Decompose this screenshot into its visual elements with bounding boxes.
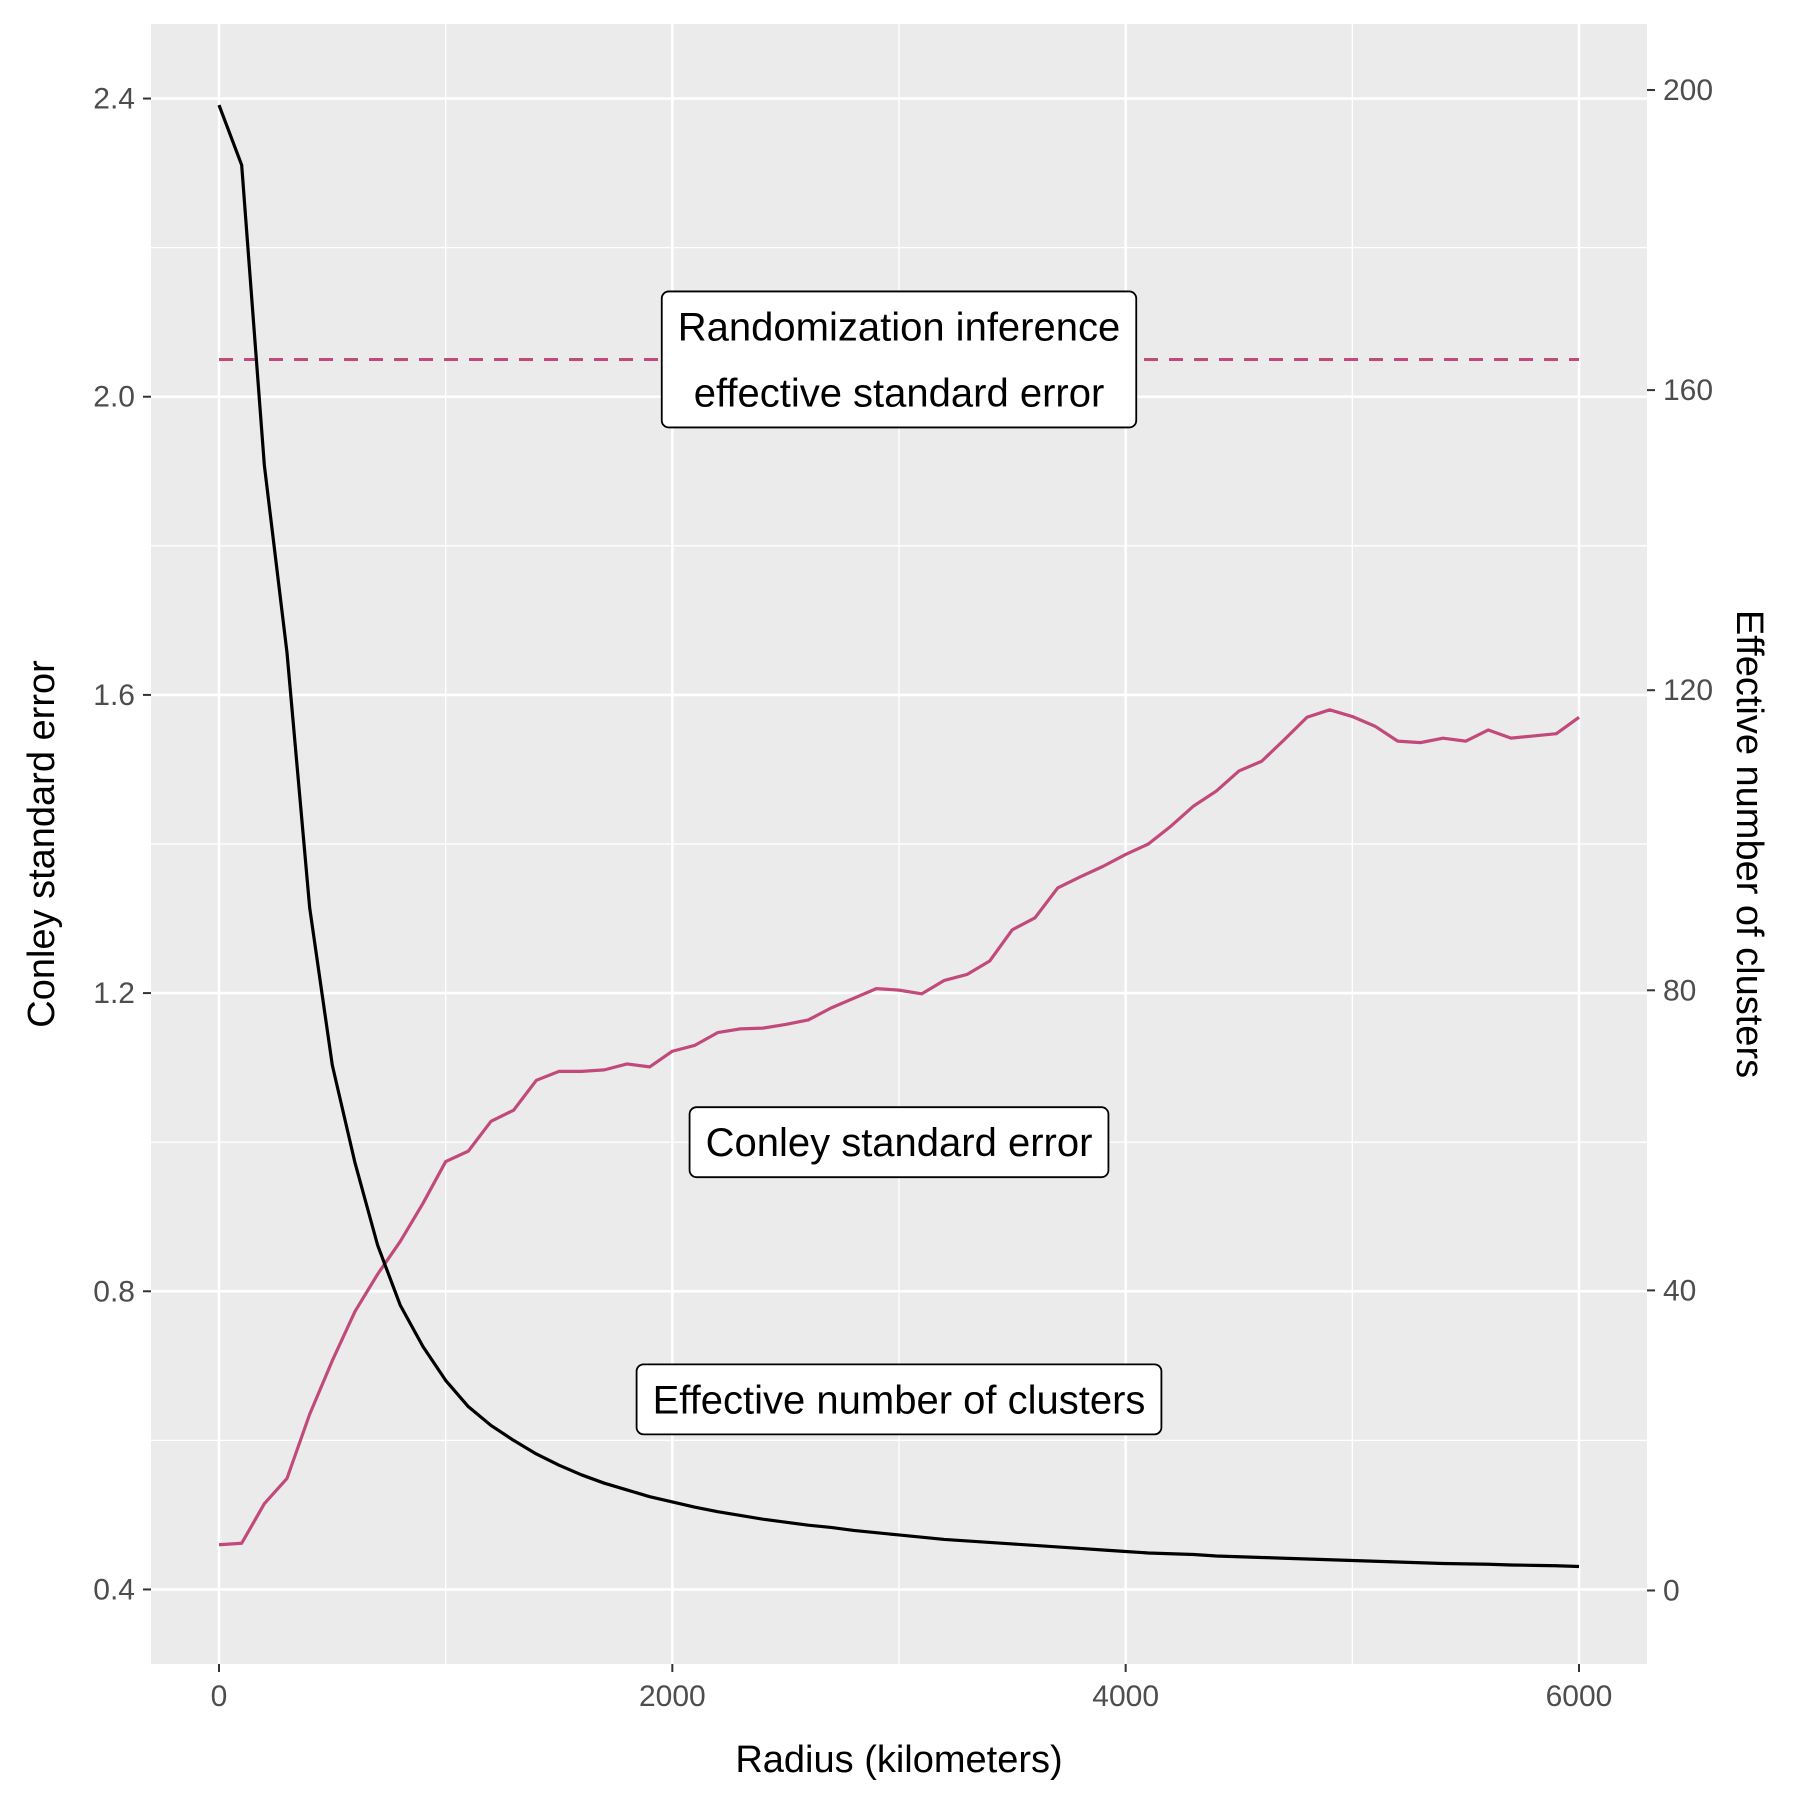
y2-tick-label: 120	[1663, 674, 1713, 707]
y2-tick-label: 200	[1663, 74, 1713, 107]
y2-tick-label: 160	[1663, 374, 1713, 407]
x-axis-title: Radius (kilometers)	[735, 1739, 1062, 1781]
y-tick-label: 2.0	[93, 381, 135, 414]
annotation-box	[688, 1106, 1110, 1179]
x-tick-label: 2000	[639, 1680, 706, 1713]
x-tick-label: 0	[211, 1680, 228, 1713]
annotation-text: Conley standard error	[706, 1121, 1093, 1165]
y2-tick-label: 80	[1663, 974, 1696, 1007]
axes-layer: 0 2000 4000 6000 0.4 0.8 1.2 1.6 2.0 2.4 0 40 80 120 1…	[93, 74, 1713, 1713]
y-axis-title: Conley standard error	[21, 660, 63, 1028]
annotation-box	[660, 290, 1138, 429]
annotation-label: Effective number of clusters	[635, 1363, 1163, 1436]
y-tick-label: 1.6	[93, 679, 135, 712]
y-tick-label: 0.8	[93, 1275, 135, 1308]
y2-tick-label: 0	[1663, 1574, 1680, 1607]
annotation-text: effective standard error	[694, 371, 1105, 415]
y2-axis-title: Effective number of clusters	[1728, 610, 1770, 1078]
series-line-conley-se	[218, 708, 1580, 1547]
x-tick-label: 6000	[1546, 1680, 1613, 1713]
x-tick-label: 4000	[1092, 1680, 1159, 1713]
annotation-label: Conley standard error	[688, 1106, 1110, 1179]
y2-tick-label: 40	[1663, 1274, 1696, 1307]
annotation-layer: Randomization inference effective standar…	[635, 290, 1163, 1436]
y-tick-label: 0.4	[93, 1573, 135, 1606]
y-tick-label: 1.2	[93, 977, 135, 1010]
annotation-box	[635, 1363, 1163, 1436]
y-tick-label: 2.4	[93, 83, 135, 116]
series-layer	[217, 104, 1580, 1569]
annotation-text: Randomization inference	[678, 305, 1120, 349]
series-line-effective-clusters	[217, 104, 1580, 1569]
annotation-label: Randomization inference effective standar…	[660, 290, 1138, 429]
annotation-text: Effective number of clusters	[653, 1378, 1146, 1422]
